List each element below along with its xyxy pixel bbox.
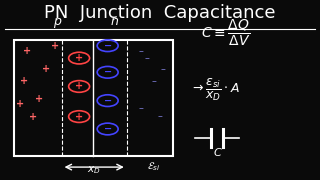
Text: +: +: [51, 41, 60, 51]
Text: +: +: [36, 94, 44, 104]
Text: n: n: [110, 15, 118, 28]
Text: C: C: [213, 148, 221, 158]
Text: −: −: [104, 124, 112, 134]
Text: –: –: [139, 46, 143, 56]
Text: PN  Junction  Capacitance: PN Junction Capacitance: [44, 4, 276, 22]
Text: –: –: [139, 103, 143, 113]
Text: –: –: [161, 64, 166, 74]
Text: +: +: [75, 112, 83, 122]
Text: +: +: [23, 46, 31, 56]
Text: $\mathcal{E}_{si}$: $\mathcal{E}_{si}$: [147, 161, 161, 174]
Text: −: −: [104, 96, 112, 106]
Text: –: –: [151, 76, 156, 86]
Bar: [14, 40, 173, 156]
Text: $C \equiv \dfrac{\Delta Q}{\Delta V}$: $C \equiv \dfrac{\Delta Q}{\Delta V}$: [201, 18, 251, 48]
Text: +: +: [42, 64, 50, 74]
Text: +: +: [16, 99, 25, 109]
Text: $x_D$: $x_D$: [87, 164, 101, 176]
Text: +: +: [75, 53, 83, 63]
Text: –: –: [157, 112, 163, 122]
Text: −: −: [104, 41, 112, 51]
Text: $\rightarrow \dfrac{\varepsilon_{si}}{x_D} \cdot A$: $\rightarrow \dfrac{\varepsilon_{si}}{x_…: [190, 77, 240, 103]
Text: +: +: [75, 82, 83, 91]
Text: –: –: [145, 53, 150, 63]
Text: +: +: [20, 76, 28, 86]
Text: p: p: [53, 15, 61, 28]
Text: +: +: [29, 112, 37, 122]
Text: −: −: [104, 67, 112, 77]
